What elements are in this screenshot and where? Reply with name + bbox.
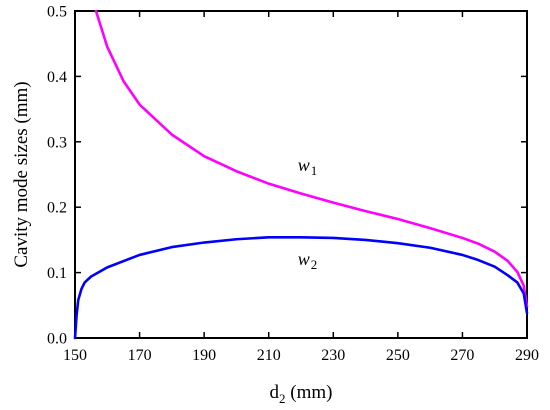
- plot-frame: [74, 10, 528, 339]
- x-tick-label: 290: [515, 347, 539, 364]
- y-tick-label: 0.1: [47, 265, 67, 282]
- x-axis-label-subscript: 2: [279, 391, 286, 406]
- series-line-w1: [94, 9, 529, 308]
- y-tick-label: 0.3: [47, 134, 67, 151]
- x-tick-label: 150: [63, 347, 87, 364]
- series-line-w2: [73, 235, 529, 340]
- series-layer: [73, 9, 529, 340]
- x-tick-label: 270: [450, 347, 474, 364]
- x-axis-ticks: 150 170 190 210 230 250 270 290: [63, 11, 539, 364]
- y-tick-label: 0.0: [47, 331, 67, 348]
- x-tick-label: 170: [128, 347, 152, 364]
- x-tick-label: 230: [321, 347, 345, 364]
- plot-area: [74, 10, 528, 339]
- x-tick-label: 210: [257, 347, 281, 364]
- x-tick-label: 250: [386, 347, 410, 364]
- x-axis-label-main: d: [270, 382, 280, 403]
- x-axis-label-unit: (mm): [286, 382, 333, 403]
- x-tick-label: 190: [192, 347, 216, 364]
- series-label-w1: w1: [298, 155, 318, 178]
- y-tick-label: 0.2: [47, 200, 67, 217]
- y-axis-label: Cavity mode sizes (mm): [11, 81, 32, 267]
- y-tick-label: 0.5: [47, 4, 67, 21]
- y-tick-label: 0.4: [47, 69, 67, 86]
- series-label-w2: w2: [298, 249, 318, 272]
- x-axis-label: d2 (mm): [270, 382, 333, 406]
- series-annotations: w1 w2: [298, 155, 318, 272]
- y-axis-ticks: 0.0 0.1 0.2 0.3 0.4 0.5: [47, 4, 527, 348]
